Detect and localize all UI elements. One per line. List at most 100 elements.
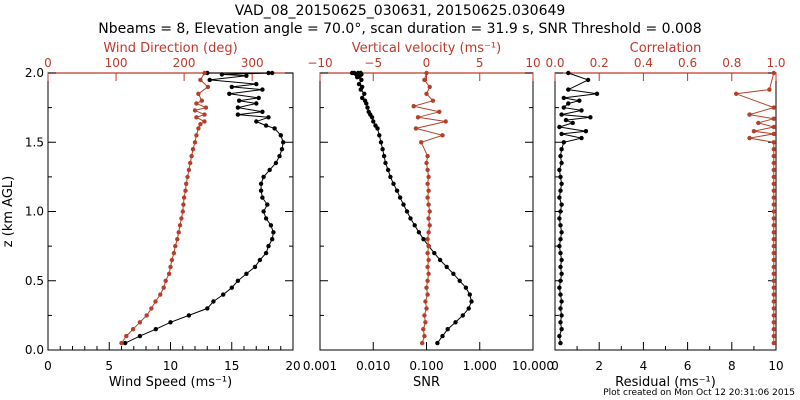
data-point-red — [194, 133, 199, 138]
panel-snr: 0.001 0.010 0.100 1.000 10.000 SNR −10 −5 0 5 10 Ve… — [303, 41, 554, 390]
data-point-black — [260, 87, 265, 92]
data-point-black — [437, 257, 443, 263]
data-point-black — [229, 285, 234, 290]
plot-frame — [554, 72, 777, 351]
data-point-red — [771, 320, 776, 325]
data-point-black — [559, 112, 564, 117]
x-top-tick-label: −5 — [364, 56, 382, 70]
data-point-red — [119, 340, 124, 346]
data-point-black — [266, 115, 271, 120]
x-bottom-tick-label: 0 — [44, 359, 52, 373]
data-point-black — [254, 101, 259, 106]
data-point-black — [358, 70, 363, 76]
data-point-red — [771, 230, 776, 235]
data-point-red — [427, 223, 432, 228]
data-point-red — [166, 271, 172, 276]
data-point-black — [221, 292, 226, 297]
data-point-black — [557, 124, 562, 130]
data-point-black — [566, 87, 571, 92]
data-point-red — [202, 112, 207, 117]
data-point-black — [558, 237, 563, 242]
data-point-black — [583, 129, 589, 134]
data-point-red — [425, 153, 430, 159]
data-point-black — [557, 333, 562, 339]
data-point-red — [184, 181, 189, 186]
data-point-red — [771, 299, 776, 304]
data-point-red — [771, 285, 776, 290]
data-point-red — [144, 313, 149, 318]
data-point-black — [385, 167, 391, 173]
data-point-black — [561, 105, 566, 110]
data-point-black — [381, 153, 387, 159]
data-point-red — [415, 115, 421, 120]
data-point-red — [771, 195, 776, 200]
data-point-red — [137, 320, 143, 325]
x-bottom-tick-label: 0.001 — [303, 359, 337, 373]
data-point-black — [579, 108, 584, 113]
x-bottom-tick-label: 4 — [640, 359, 648, 373]
data-point-red — [169, 257, 175, 263]
data-point-black — [559, 271, 564, 276]
x-top-tick-label: 300 — [241, 56, 264, 70]
data-point-red — [196, 91, 201, 97]
data-point-red — [421, 327, 426, 332]
series-line-black — [558, 72, 598, 344]
x-top-tick-label: 10 — [525, 56, 540, 70]
x-top-tick-label: 0.2 — [590, 56, 609, 70]
data-point-black — [432, 250, 437, 256]
data-point-black — [277, 153, 282, 159]
data-point-red — [771, 167, 776, 173]
data-point-red — [771, 70, 776, 76]
data-point-black — [566, 70, 571, 76]
x-bottom-tick-label: 0.100 — [409, 359, 443, 373]
data-point-red — [747, 135, 752, 141]
x-top-tick-label: 0.8 — [722, 56, 741, 70]
data-point-red — [756, 120, 761, 126]
data-point-red — [771, 147, 776, 152]
data-point-black — [260, 109, 265, 115]
x-bottom-tick-label: 20 — [285, 359, 300, 373]
data-point-black — [444, 264, 449, 270]
data-point-red — [422, 77, 427, 83]
data-point-red — [437, 109, 442, 115]
data-point-black — [561, 140, 566, 145]
data-point-red — [771, 306, 776, 311]
data-point-black — [594, 91, 600, 97]
data-point-black — [205, 306, 210, 311]
data-point-black — [377, 133, 382, 138]
data-point-black — [254, 119, 259, 124]
plot-credit: Plot created on Mon Oct 12 20:31:06 2015 — [603, 388, 795, 398]
data-point-red — [771, 223, 776, 228]
data-point-black — [558, 250, 563, 256]
data-point-red — [426, 216, 431, 221]
data-point-black — [168, 320, 173, 325]
data-point-black — [559, 230, 564, 235]
data-point-black — [268, 223, 274, 228]
data-point-black — [557, 195, 562, 200]
data-point-black — [469, 299, 474, 304]
data-point-red — [196, 126, 201, 131]
x-top-tick-label: −10 — [307, 56, 332, 70]
data-point-black — [267, 167, 272, 173]
data-point-red — [426, 271, 431, 276]
data-point-red — [199, 98, 204, 103]
data-point-black — [435, 340, 440, 346]
data-point-red — [181, 202, 186, 207]
data-point-red — [422, 313, 427, 318]
data-point-red — [767, 87, 772, 92]
x-top-tick-label: 5 — [476, 56, 484, 70]
data-point-black — [211, 299, 216, 304]
data-point-red — [192, 140, 198, 145]
data-point-red — [430, 98, 436, 103]
data-point-red — [189, 153, 194, 159]
data-point-red — [163, 278, 168, 283]
data-point-red — [771, 327, 776, 332]
data-point-black — [263, 123, 269, 128]
data-point-black — [559, 299, 564, 304]
data-point-red — [198, 77, 203, 83]
data-point-red — [771, 340, 776, 346]
y-tick-label: 1.5 — [25, 135, 44, 149]
data-point-red — [425, 250, 430, 256]
data-point-black — [558, 320, 563, 325]
data-point-red — [426, 188, 431, 193]
